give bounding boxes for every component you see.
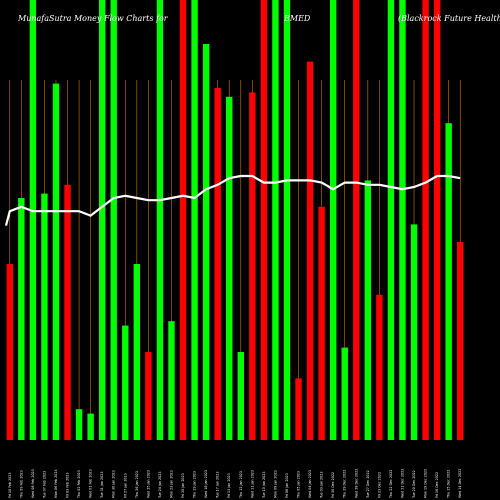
x-tick-label: Wed 08 Feb 2023	[31, 469, 35, 498]
x-tick-label: Tue 17 Jan 2023	[216, 472, 220, 499]
x-tick-label: Tue 07 Feb 2023	[42, 471, 46, 499]
x-tick-label: Fri 10 Feb 2023	[8, 473, 12, 499]
bar-up	[156, 0, 164, 440]
bar-up	[364, 180, 372, 440]
bar-up	[133, 264, 141, 440]
money-flow-line	[4, 174, 461, 226]
bar-down	[145, 352, 152, 440]
x-tick-label: Wed 21 Dec 2022	[400, 469, 404, 498]
x-tick-label: Wed 11 Jan 2023	[250, 470, 254, 498]
bar-down	[353, 0, 360, 440]
x-tick-label: Mon 30 Jan 2023	[112, 470, 116, 498]
x-tick-label: Thu 09 Feb 2023	[19, 470, 23, 499]
title-part-3: (Blackrock Future Health ETF)	[398, 14, 500, 23]
x-tick-label: Mon 09 Jan 2023	[273, 470, 277, 498]
bar-up	[226, 96, 233, 441]
x-tick-label: Wed 18 Jan 2023	[204, 470, 208, 498]
x-tick-label: Fri 20 Jan 2023	[181, 473, 185, 498]
x-tick-label: Wed 01 Feb 2023	[89, 469, 93, 498]
bar-up	[110, 0, 117, 440]
chart-title: MunafaSutra Money Flow Charts for BMED (…	[17, 14, 500, 23]
x-tick-label: Thu 19 Jan 2023	[193, 471, 197, 499]
bar-down	[433, 0, 441, 440]
x-tick-label: Wed 14 Dec 2022	[458, 469, 462, 498]
x-tick-label: Thu 29 Dec 2022	[343, 470, 347, 499]
bar-down	[249, 92, 256, 441]
x-tick-label: Wed 28 Dec 2022	[354, 469, 358, 498]
bar-up	[272, 0, 279, 440]
bar-down	[422, 0, 429, 440]
title-part-2: BMED	[283, 14, 311, 23]
bar-up	[168, 321, 175, 440]
bar-up	[445, 123, 452, 440]
x-tick-label: Mon 19 Dec 2022	[424, 469, 428, 498]
bar-up	[122, 325, 129, 440]
x-tick-label: Fri 03 Feb 2023	[66, 473, 70, 499]
bar-up	[191, 0, 198, 440]
bar-down	[260, 0, 268, 440]
x-tick-label: Thu 22 Dec 2022	[389, 470, 393, 499]
bar-up	[98, 0, 106, 440]
bar-up	[410, 224, 418, 440]
bar-down	[306, 61, 314, 440]
x-tick-label: Thu 12 Jan 2023	[239, 471, 243, 499]
x-tick-label: Tue 03 Jan 2023	[320, 472, 324, 499]
bar-up	[87, 413, 94, 440]
bar-up	[202, 44, 210, 440]
x-tick-label: Fri 16 Dec 2022	[435, 472, 439, 498]
x-tick-label: Wed 04 Jan 2023	[308, 470, 312, 498]
x-tick-label: Tue 20 Dec 2022	[412, 470, 416, 499]
x-tick-label: Fri 06 Jan 2023	[285, 473, 289, 498]
x-tick-label: Mon 06 Feb 2023	[54, 469, 58, 498]
x-tick-label: Mon 23 Jan 2023	[169, 470, 173, 498]
bar-up	[237, 352, 244, 440]
x-tick-label: Fri 30 Dec 2022	[331, 472, 335, 498]
x-tick-label: Tue 10 Jan 2023	[262, 472, 266, 499]
bar-up	[399, 0, 406, 440]
bar-up	[387, 0, 395, 440]
x-tick-label: Tue 31 Jan 2023	[100, 472, 104, 499]
bar-up	[329, 0, 337, 440]
bar-up	[29, 0, 37, 440]
bar-down	[214, 88, 221, 440]
title-part-1: MunafaSutra Money Flow Charts for	[17, 14, 169, 23]
x-tick-label: Tue 27 Dec 2022	[366, 470, 370, 499]
x-tick-label: Fri 27 Jan 2023	[123, 473, 127, 498]
x-tick-label: Thu 26 Jan 2023	[135, 471, 139, 499]
bar-down	[376, 294, 383, 440]
x-tick-label: Wed 25 Jan 2023	[146, 470, 150, 498]
x-tick-label: Thu 05 Jan 2023	[297, 471, 301, 499]
bar-down	[64, 184, 71, 440]
bar-up	[18, 198, 25, 440]
x-tick-label: Tue 24 Jan 2023	[158, 472, 162, 499]
bar-down	[6, 264, 13, 440]
bar-up	[341, 347, 348, 440]
x-tick-label: Fri 13 Jan 2023	[227, 473, 231, 498]
bar-down	[179, 0, 187, 440]
x-tick-label: Thu 02 Feb 2023	[77, 470, 81, 499]
bar-down	[295, 378, 302, 440]
x-tick-label: Thu 15 Dec 2022	[447, 470, 451, 499]
bar-up	[75, 409, 83, 440]
bar-down	[457, 242, 464, 440]
bars	[6, 0, 464, 441]
bar-up	[283, 0, 291, 440]
x-tick-label: Fri 23 Dec 2022	[377, 472, 381, 498]
bar-up	[52, 83, 60, 440]
x-tick-labels: Fri 10 Feb 2023 Thu 09 Feb 2023 Wed 08 Feb…	[8, 469, 462, 499]
bar-up	[41, 193, 48, 440]
bar-down	[318, 206, 325, 440]
